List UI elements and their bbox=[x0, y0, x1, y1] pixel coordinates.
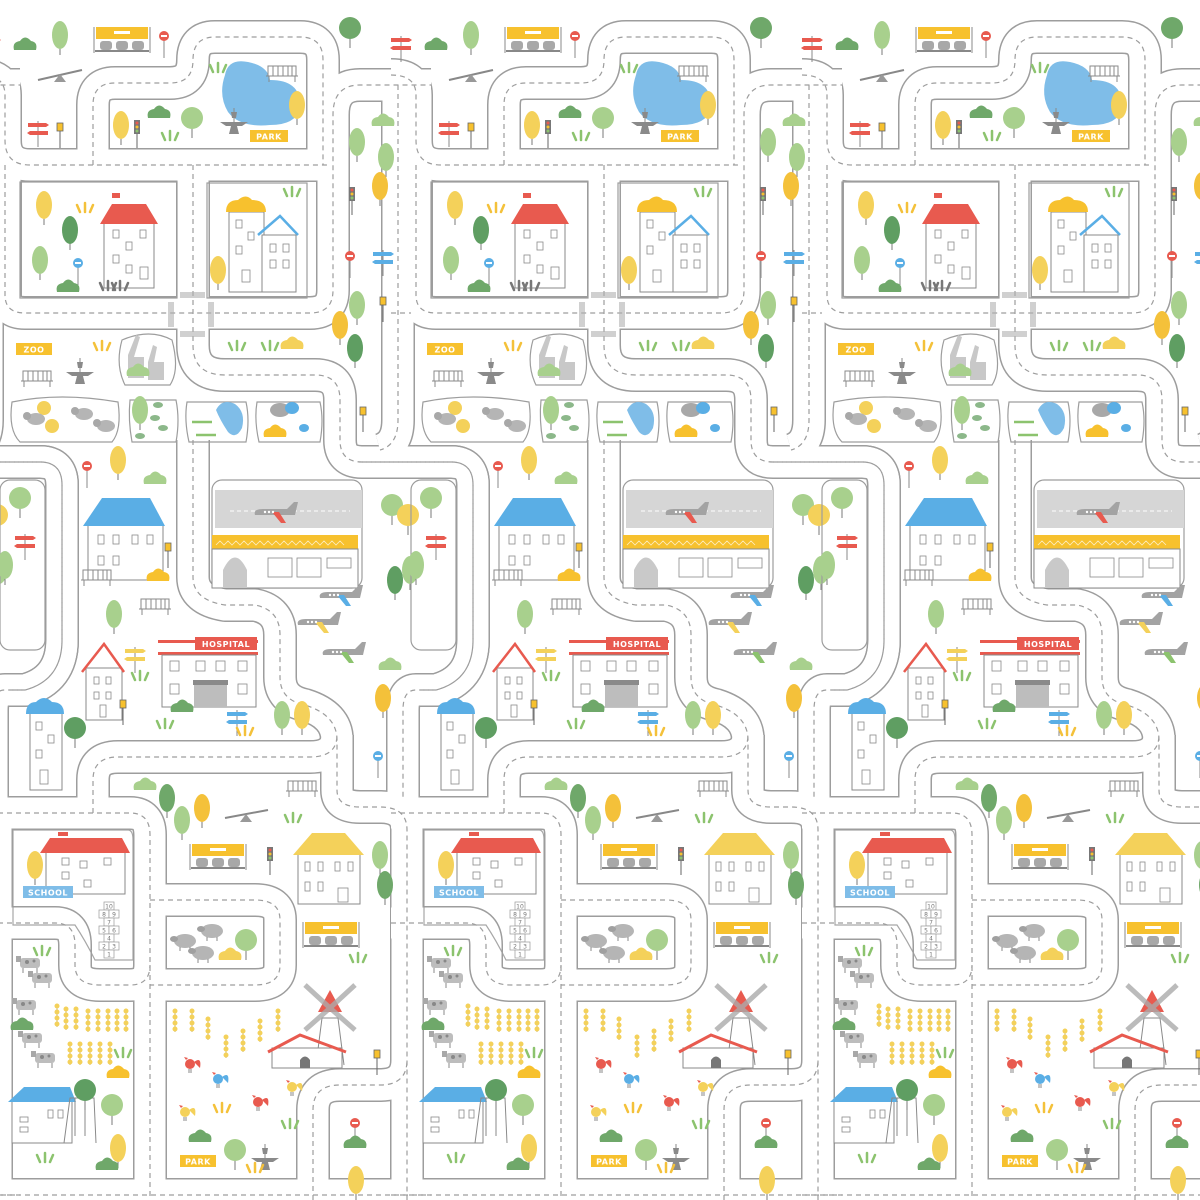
park-label: PARK bbox=[1078, 133, 1104, 142]
school-label: SCHOOL bbox=[439, 889, 479, 898]
hopscotch-numbers: 10 8 9 7 5 6 4 2 3 1 bbox=[924, 904, 938, 959]
park-label: PARK bbox=[256, 133, 282, 142]
svg-text:1: 1 bbox=[929, 952, 933, 959]
school-label: SCHOOL bbox=[28, 889, 68, 898]
svg-text:6: 6 bbox=[934, 928, 938, 935]
school-label: SCHOOL bbox=[850, 889, 890, 898]
zoo-label: ZOO bbox=[435, 346, 456, 355]
svg-text:1: 1 bbox=[107, 952, 111, 959]
hopscotch-numbers: 10 8 9 7 5 6 4 2 3 1 bbox=[513, 904, 527, 959]
tile-labels-1: PARK ZOO HOSPITAL SCHOOL PARK 10 8 9 7 5… bbox=[24, 133, 282, 1167]
svg-text:4: 4 bbox=[929, 936, 933, 943]
svg-text:5: 5 bbox=[924, 928, 928, 935]
park-label: PARK bbox=[185, 1158, 211, 1167]
park-label: PARK bbox=[667, 133, 693, 142]
svg-text:8: 8 bbox=[513, 912, 517, 919]
svg-text:5: 5 bbox=[513, 928, 517, 935]
park-label: PARK bbox=[1007, 1158, 1033, 1167]
svg-text:6: 6 bbox=[112, 928, 116, 935]
svg-text:2: 2 bbox=[102, 944, 106, 951]
svg-text:6: 6 bbox=[523, 928, 527, 935]
tile-labels-2: PARK ZOO HOSPITAL SCHOOL PARK 10 8 9 7 5… bbox=[435, 133, 693, 1167]
svg-text:9: 9 bbox=[934, 912, 938, 919]
svg-text:8: 8 bbox=[102, 912, 106, 919]
svg-text:10: 10 bbox=[927, 904, 935, 911]
svg-text:9: 9 bbox=[112, 912, 116, 919]
svg-text:4: 4 bbox=[518, 936, 522, 943]
svg-text:2: 2 bbox=[513, 944, 517, 951]
svg-text:4: 4 bbox=[107, 936, 111, 943]
svg-text:3: 3 bbox=[523, 944, 527, 951]
tile-labels-3: PARK ZOO HOSPITAL SCHOOL PARK 10 8 9 7 5… bbox=[846, 133, 1104, 1167]
svg-text:7: 7 bbox=[518, 920, 522, 927]
zoo-label: ZOO bbox=[24, 346, 45, 355]
hospital-label: HOSPITAL bbox=[202, 640, 250, 649]
svg-text:5: 5 bbox=[102, 928, 106, 935]
svg-text:3: 3 bbox=[112, 944, 116, 951]
svg-text:7: 7 bbox=[929, 920, 933, 927]
hospital-label: HOSPITAL bbox=[613, 640, 661, 649]
svg-text:7: 7 bbox=[107, 920, 111, 927]
svg-text:10: 10 bbox=[516, 904, 524, 911]
svg-text:3: 3 bbox=[934, 944, 938, 951]
svg-text:2: 2 bbox=[924, 944, 928, 951]
hospital-label: HOSPITAL bbox=[1024, 640, 1072, 649]
zoo-label: ZOO bbox=[846, 346, 867, 355]
svg-text:10: 10 bbox=[105, 904, 113, 911]
svg-text:1: 1 bbox=[518, 952, 522, 959]
svg-text:8: 8 bbox=[924, 912, 928, 919]
svg-text:9: 9 bbox=[523, 912, 527, 919]
map-labels: PARK ZOO HOSPITAL SCHOOL PARK 10 8 9 7 5… bbox=[24, 133, 1104, 1167]
park-label: PARK bbox=[596, 1158, 622, 1167]
hopscotch-numbers: 10 8 9 7 5 6 4 2 3 1 bbox=[102, 904, 116, 959]
